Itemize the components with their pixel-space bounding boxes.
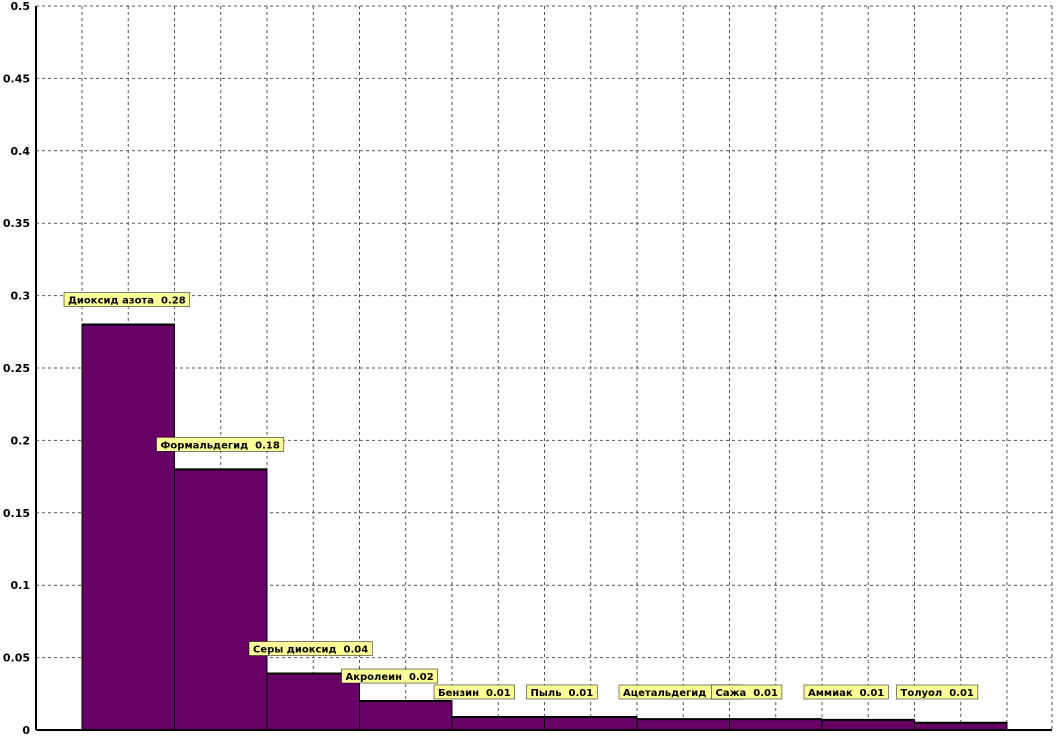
data-label-text: Ацетальдегид 0.01 [623, 688, 738, 699]
data-label-bg [341, 668, 438, 684]
bar-10 [914, 722, 1008, 731]
data-label-bg [156, 437, 285, 452]
grid [36, 5, 1052, 730]
y-tick-label: 0.1 [11, 579, 31, 592]
y-tick-label: 0.3 [11, 290, 31, 303]
y-tick-label: 0.05 [3, 652, 30, 665]
data-label-bg [803, 684, 889, 700]
y-tick-label: 0.15 [3, 507, 30, 520]
bar-7 [636, 718, 730, 731]
bar-9 [821, 719, 915, 731]
data-label-text: Диоксид азота 0.28 [68, 296, 186, 307]
y-tick-label: 0.2 [11, 434, 31, 447]
data-label-text: Толуол 0.01 [901, 688, 974, 699]
data-label-1: Диоксид азота 0.28 [63, 292, 190, 307]
bar-4 [359, 700, 453, 731]
data-label-text: Сажа 0.01 [716, 688, 778, 699]
data-label-text: Пыль 0.01 [531, 688, 594, 699]
data-label-text: Формальдегид 0.18 [161, 440, 280, 451]
data-label-5: Бензин 0.01 [433, 684, 515, 700]
y-tick-label: 0.35 [3, 217, 30, 230]
data-label-6: Пыль 0.01 [526, 684, 598, 700]
bar-6 [544, 716, 638, 731]
bar-1 [81, 324, 175, 731]
data-label-10: Толуол 0.01 [896, 684, 979, 700]
data-label-bg [248, 641, 373, 656]
y-tick-label: 0.45 [3, 72, 30, 85]
bars [81, 323, 1008, 731]
bar-2 [174, 468, 268, 731]
data-label-9: Аммиак 0.01 [803, 684, 889, 700]
data-label-8: Сажа 0.01 [711, 684, 783, 700]
data-labels: Диоксид азота 0.28 Формальдегид 0.18 Серы … [63, 292, 979, 700]
data-label-2: Формальдегид 0.18 [156, 437, 285, 452]
y-tick-label: 0 [22, 724, 30, 737]
data-label-3: Серы диоксид 0.04 [248, 641, 373, 656]
data-label-bg [896, 684, 979, 700]
y-tick-label: 0.5 [11, 0, 31, 13]
data-label-text: Аммиак 0.01 [808, 688, 884, 699]
data-label-bg [711, 684, 783, 700]
data-label-bg [63, 292, 190, 307]
axes: 0 0.05 0.1 0.15 0.2 0.25 0.3 0.35 0.4 0.45 0.5 [3, 0, 1053, 737]
bar-5 [451, 716, 545, 731]
y-tick-label: 0.4 [11, 145, 31, 158]
data-label-bg [433, 684, 515, 700]
y-tick-label: 0.25 [3, 362, 30, 375]
data-label-text: Акролеин 0.02 [346, 672, 434, 683]
data-label-text: Бензин 0.01 [438, 688, 511, 699]
bar-8 [729, 718, 823, 731]
data-label-bg [526, 684, 598, 700]
data-label-4: Акролеин 0.02 [341, 668, 438, 684]
data-label-text: Серы диоксид 0.04 [253, 645, 368, 656]
